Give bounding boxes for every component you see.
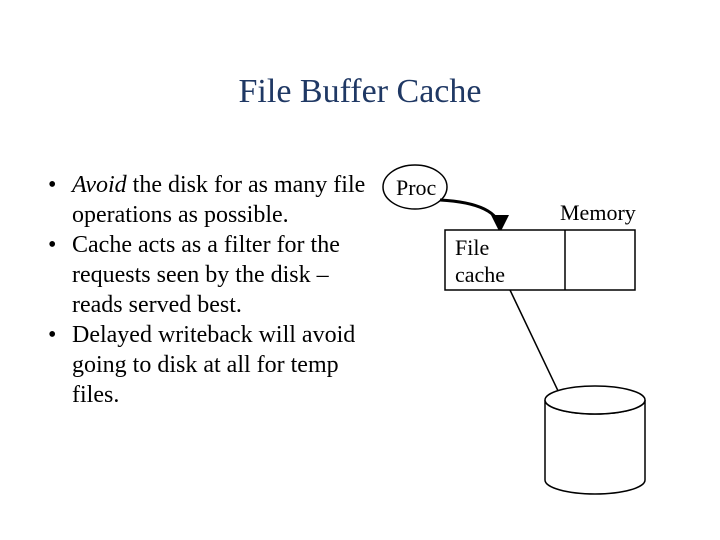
filecache-label-line1: File [455,235,489,260]
bullet-list: Avoid the disk for as many file operatio… [48,170,378,410]
connector-mem-disk [510,290,560,395]
proc-label: Proc [396,175,437,200]
bullet-1: Avoid the disk for as many file operatio… [48,170,378,230]
memory-label: Memory [560,200,636,225]
filecache-label-line2: cache [455,262,505,287]
bullet-3-text: Delayed writeback will avoid going to di… [72,322,355,408]
disk-top [545,386,645,414]
proc-node [383,165,447,209]
bullet-3: Delayed writeback will avoid going to di… [48,320,378,410]
bullet-2-text: Cache acts as a filter for the requests … [72,232,340,318]
bullet-1-emphasis: Avoid [72,172,127,198]
slide: File Buffer Cache Avoid the disk for as … [0,0,720,540]
disk-cylinder [545,386,645,494]
connector-proc-mem [440,200,500,230]
bullet-2: Cache acts as a filter for the requests … [48,230,378,320]
memory-box [445,230,635,290]
slide-title: File Buffer Cache [0,73,720,111]
disk-body [545,400,645,494]
